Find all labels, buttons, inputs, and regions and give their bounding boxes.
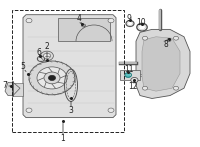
Circle shape — [41, 51, 53, 61]
Text: 11: 11 — [124, 65, 134, 74]
Circle shape — [167, 39, 171, 41]
Text: 12: 12 — [128, 82, 138, 91]
Polygon shape — [23, 15, 116, 118]
Circle shape — [37, 67, 67, 89]
Text: 1: 1 — [61, 134, 65, 143]
Circle shape — [43, 53, 51, 59]
Text: 4: 4 — [77, 14, 81, 23]
Circle shape — [29, 61, 75, 95]
Circle shape — [26, 108, 32, 112]
Polygon shape — [5, 82, 20, 96]
Polygon shape — [142, 37, 180, 91]
Polygon shape — [13, 83, 23, 96]
Circle shape — [26, 18, 32, 23]
Circle shape — [131, 77, 138, 83]
Text: 8: 8 — [164, 40, 168, 49]
Circle shape — [108, 18, 114, 23]
Circle shape — [48, 75, 56, 81]
Text: 2: 2 — [45, 42, 49, 51]
Bar — [126, 73, 130, 77]
Text: 9: 9 — [127, 14, 131, 23]
Text: 10: 10 — [136, 18, 146, 27]
Circle shape — [173, 86, 179, 90]
Bar — [12, 10, 124, 132]
FancyBboxPatch shape — [58, 18, 110, 41]
Polygon shape — [136, 29, 190, 98]
Polygon shape — [120, 74, 144, 76]
Circle shape — [142, 36, 148, 40]
Text: 6: 6 — [37, 48, 41, 57]
Text: 7: 7 — [3, 81, 7, 91]
Circle shape — [173, 36, 179, 40]
Bar — [120, 70, 140, 80]
Circle shape — [44, 72, 60, 84]
Circle shape — [108, 108, 114, 112]
Circle shape — [82, 24, 86, 27]
Text: 3: 3 — [69, 106, 73, 116]
Circle shape — [142, 86, 148, 90]
Text: 5: 5 — [21, 62, 25, 71]
